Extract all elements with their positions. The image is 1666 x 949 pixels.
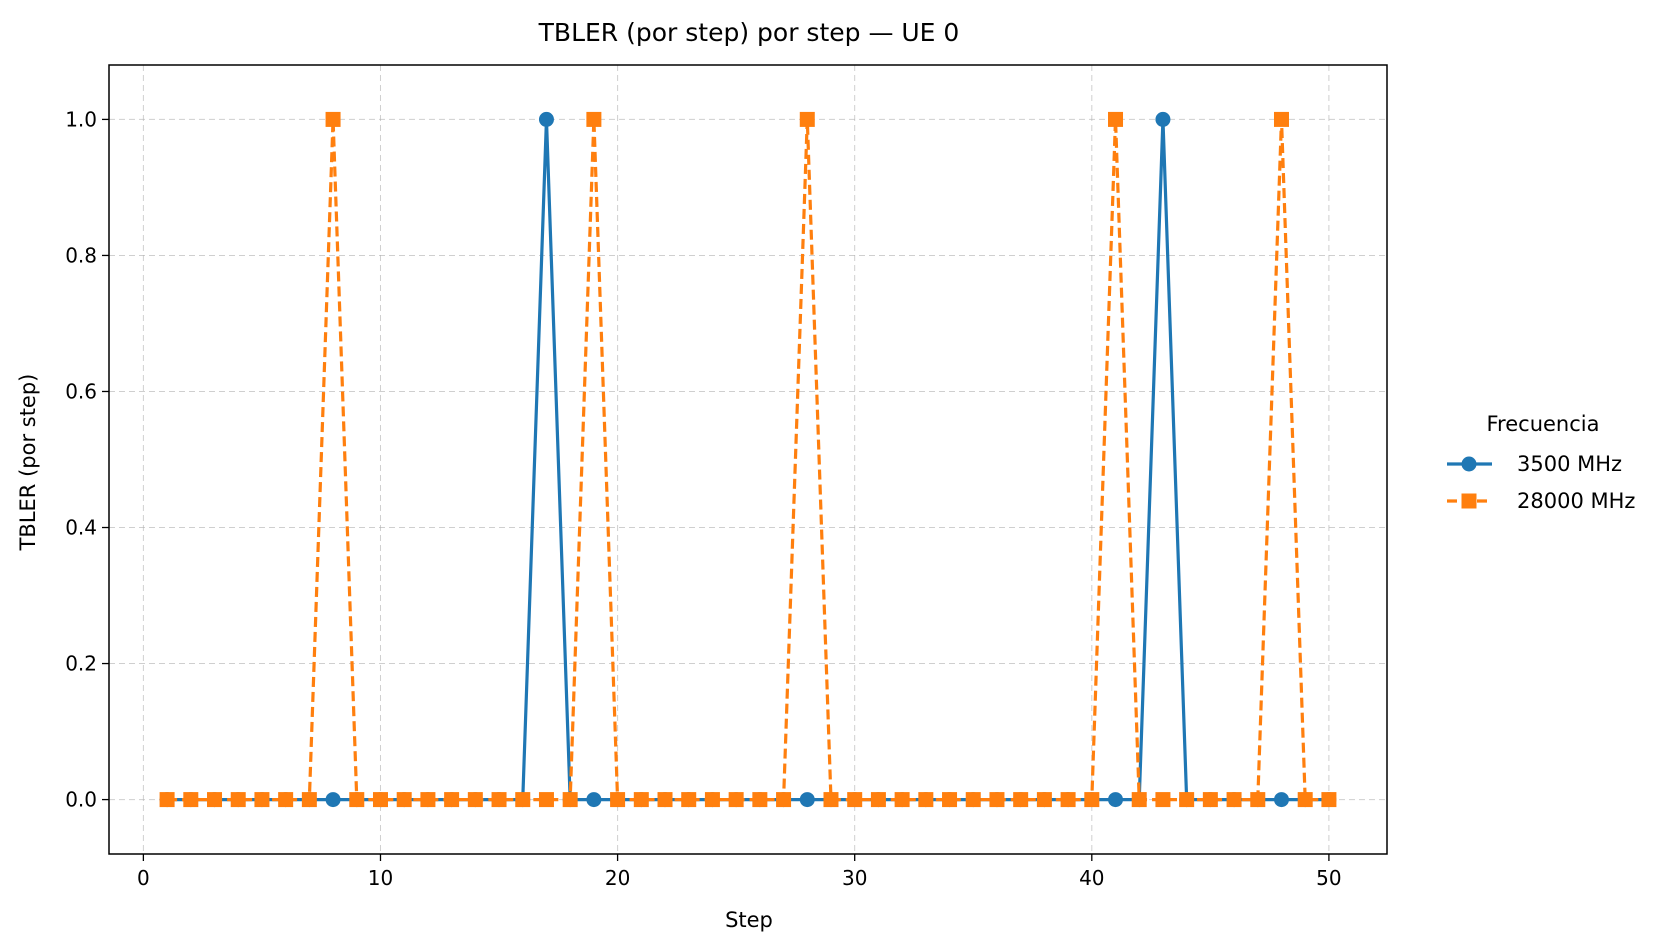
data-point	[1036, 792, 1052, 808]
data-point	[1202, 792, 1218, 808]
x-tick-label: 20	[605, 866, 630, 890]
data-point	[1273, 792, 1289, 808]
y-axis-title: TBLER (por step)	[16, 374, 40, 552]
legend-title: Frecuencia	[1487, 412, 1600, 436]
data-point	[207, 792, 223, 808]
data-point	[1131, 792, 1147, 808]
legend-item: 3500 MHz	[1447, 452, 1622, 476]
data-point	[1155, 111, 1171, 127]
data-point	[420, 792, 436, 808]
y-tick-label: 0.6	[65, 379, 97, 403]
data-point	[278, 792, 294, 808]
data-point	[942, 792, 958, 808]
axis-ticks: 0 10 20 30 40 50 0.0 0.2 0.4 0.6 0.8 1.0	[65, 107, 1341, 890]
data-point	[467, 792, 483, 808]
data-point	[1060, 792, 1076, 808]
series-1	[159, 111, 1337, 808]
x-axis-title: Step	[725, 908, 773, 932]
data-point	[1155, 792, 1171, 808]
y-tick-label: 0.8	[65, 243, 97, 267]
data-point	[349, 792, 365, 808]
x-tick-label: 0	[137, 866, 150, 890]
data-point	[799, 111, 815, 127]
grid-lines	[109, 65, 1387, 854]
data-point	[704, 792, 720, 808]
data-point	[1084, 792, 1100, 808]
y-tick-label: 0.4	[65, 516, 97, 540]
x-tick-label: 50	[1316, 866, 1341, 890]
legend-label: 3500 MHz	[1517, 452, 1622, 476]
data-point	[159, 792, 175, 808]
data-point	[586, 111, 602, 127]
data-point	[586, 792, 602, 808]
chart-title: TBLER (por step) por step — UE 0	[538, 18, 960, 47]
data-point	[301, 792, 317, 808]
data-point	[1226, 792, 1242, 808]
data-point	[989, 792, 1005, 808]
data-point	[1321, 792, 1337, 808]
data-point	[633, 792, 649, 808]
legend: Frecuencia 3500 MHz 28000 MHz	[1447, 412, 1635, 513]
data-point	[870, 792, 886, 808]
data-point	[681, 792, 697, 808]
legend-label: 28000 MHz	[1517, 489, 1635, 513]
legend-item: 28000 MHz	[1447, 489, 1635, 513]
data-point	[538, 111, 554, 127]
data-point	[728, 792, 744, 808]
data-point	[396, 792, 412, 808]
data-point	[230, 792, 246, 808]
data-point	[610, 792, 626, 808]
legend-marker	[1461, 493, 1477, 509]
data-point	[183, 792, 199, 808]
plot-frame	[108, 64, 1388, 855]
data-point	[823, 792, 839, 808]
y-tick-label: 1.0	[65, 107, 97, 131]
legend-marker	[1461, 456, 1477, 472]
data-point	[538, 792, 554, 808]
x-tick-label: 40	[1079, 866, 1104, 890]
data-point	[965, 792, 981, 808]
data-point	[562, 792, 578, 808]
data-point	[847, 792, 863, 808]
data-point	[1273, 111, 1289, 127]
data-point	[1250, 792, 1266, 808]
data-point	[1179, 792, 1195, 808]
x-tick-label: 30	[842, 866, 867, 890]
data-point	[325, 792, 341, 808]
data-point	[372, 792, 388, 808]
data-point	[752, 792, 768, 808]
data-point	[254, 792, 270, 808]
series-layer	[159, 111, 1337, 808]
data-point	[491, 792, 507, 808]
data-point	[1108, 792, 1124, 808]
data-point	[325, 111, 341, 127]
data-point	[776, 792, 792, 808]
y-tick-label: 0.0	[65, 788, 97, 812]
data-point	[515, 792, 531, 808]
data-point	[799, 792, 815, 808]
data-point	[1297, 792, 1313, 808]
data-point	[894, 792, 910, 808]
data-point	[918, 792, 934, 808]
data-point	[1108, 111, 1124, 127]
x-tick-label: 10	[368, 866, 393, 890]
data-point	[1013, 792, 1029, 808]
data-point	[657, 792, 673, 808]
data-point	[444, 792, 460, 808]
y-tick-label: 0.2	[65, 652, 97, 676]
